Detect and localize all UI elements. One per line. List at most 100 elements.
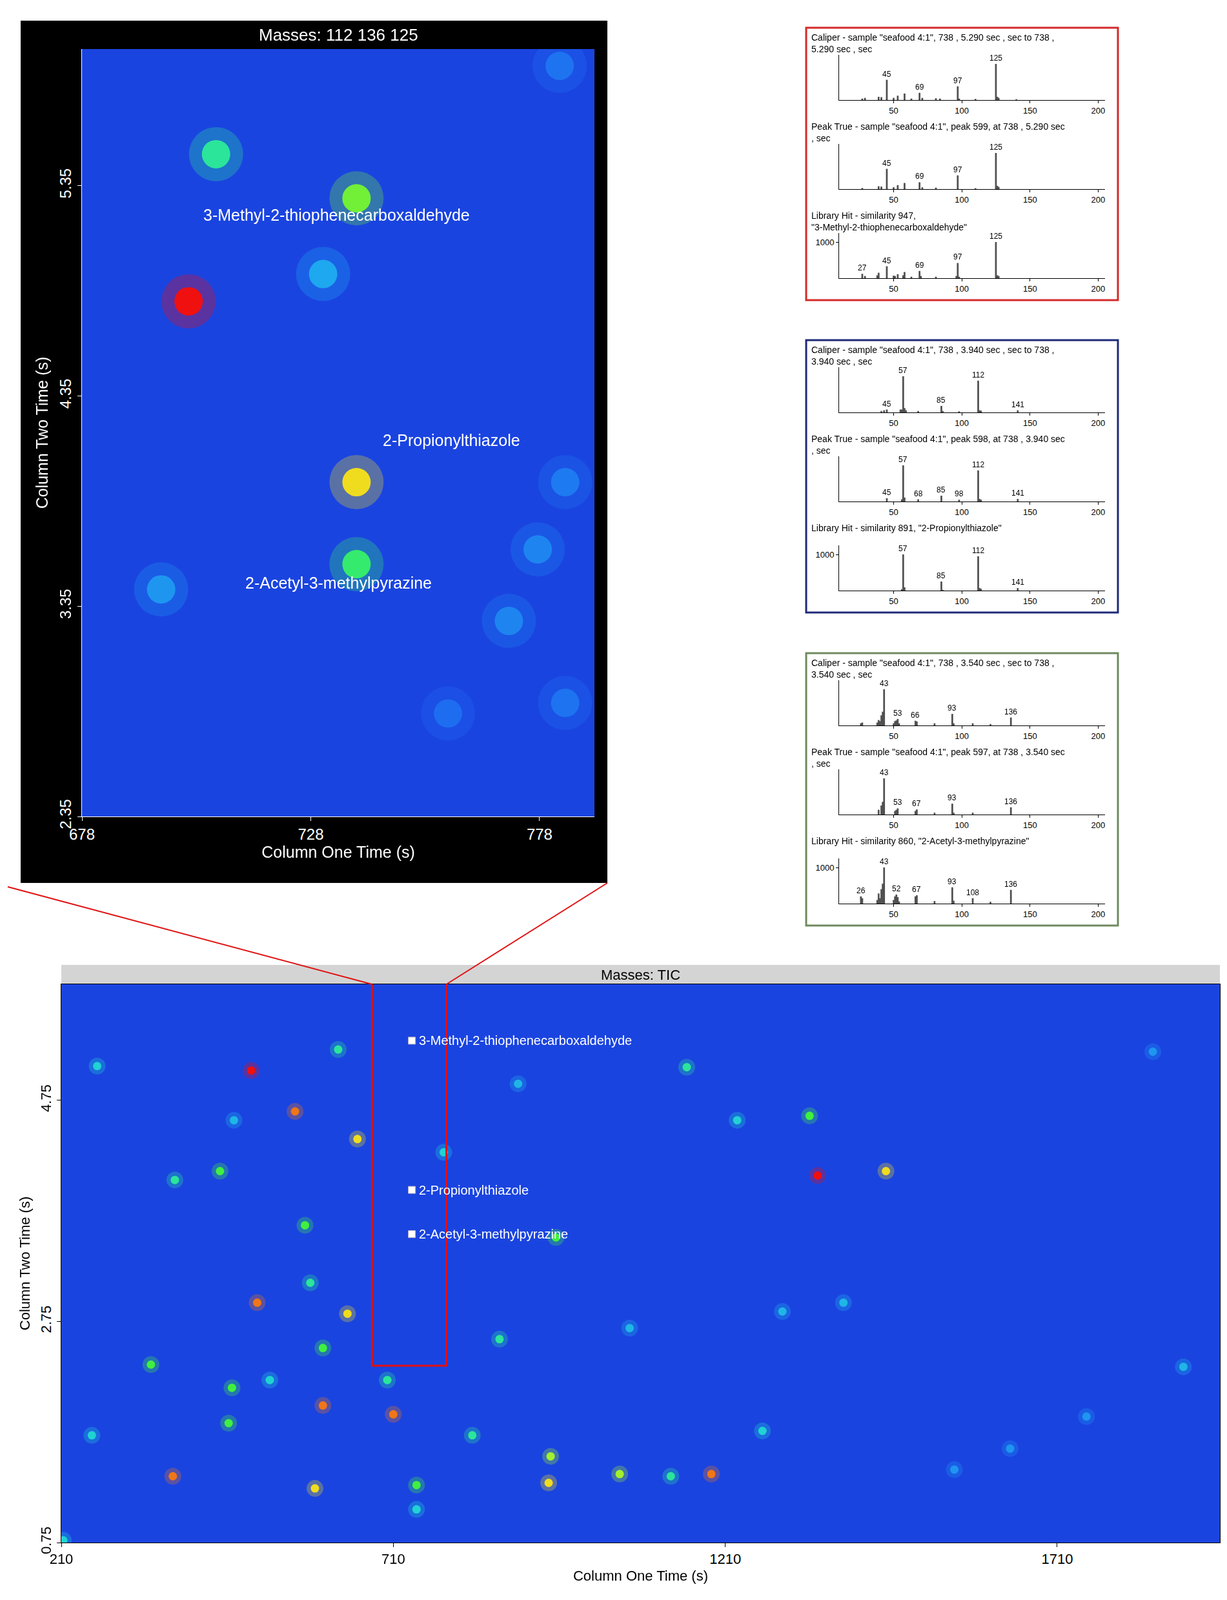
svg-text:97: 97 [953,165,963,175]
svg-text:43: 43 [879,768,889,778]
svg-text:2-Acetyl-3-methylpyrazine: 2-Acetyl-3-methylpyrazine [418,1227,568,1242]
svg-text:125: 125 [989,142,1003,152]
svg-text:Column One Time (s): Column One Time (s) [573,1567,709,1584]
svg-text:200: 200 [1091,596,1106,607]
svg-text:85: 85 [936,485,946,495]
svg-text:Column One Time (s): Column One Time (s) [261,842,416,862]
svg-text:3-Methyl-2-thiophenecarboxalde: 3-Methyl-2-thiophenecarboxaldehyde [203,205,470,224]
svg-text:2-Propionylthiazole: 2-Propionylthiazole [418,1183,529,1198]
svg-text:1000: 1000 [815,862,834,873]
svg-text:2.75: 2.75 [38,1305,55,1334]
svg-text:150: 150 [1023,418,1038,428]
svg-text:45: 45 [882,399,892,409]
svg-text:43: 43 [879,857,889,867]
svg-text:50: 50 [888,507,898,518]
svg-text:45: 45 [882,158,892,168]
svg-text:108: 108 [966,888,980,898]
svg-text:85: 85 [936,395,946,405]
svg-text:50: 50 [888,596,898,607]
svg-text:53: 53 [893,708,903,718]
svg-text:136: 136 [1004,707,1018,717]
svg-text:50: 50 [888,283,898,294]
svg-text:68: 68 [913,489,923,499]
svg-text:57: 57 [898,365,908,376]
svg-text:1000: 1000 [815,237,834,248]
svg-text:26: 26 [856,886,866,896]
svg-text:Peak True - sample "seafood 4:: Peak True - sample "seafood 4:1", peak 5… [811,433,1065,456]
svg-text:3.35: 3.35 [56,588,75,619]
svg-text:100: 100 [954,418,969,428]
svg-text:50: 50 [888,418,898,428]
svg-text:141: 141 [1011,400,1025,410]
svg-text:100: 100 [954,731,969,741]
svg-text:69: 69 [915,260,925,270]
svg-text:66: 66 [910,710,920,720]
svg-text:50: 50 [888,194,898,205]
svg-text:50: 50 [888,820,898,831]
svg-text:4.35: 4.35 [56,378,75,410]
svg-text:67: 67 [912,799,922,809]
svg-text:Masses: 112 136 125: Masses: 112 136 125 [258,25,419,45]
svg-text:67: 67 [912,884,922,894]
svg-text:100: 100 [954,283,969,294]
svg-text:1210: 1210 [709,1551,741,1568]
svg-text:43: 43 [879,679,889,689]
svg-text:150: 150 [1023,194,1038,205]
svg-text:69: 69 [915,171,925,181]
svg-text:97: 97 [953,252,963,262]
svg-text:112: 112 [972,370,985,380]
svg-text:97: 97 [953,76,963,86]
svg-text:150: 150 [1023,909,1038,920]
svg-text:100: 100 [954,596,969,607]
svg-text:141: 141 [1011,577,1025,587]
svg-text:69: 69 [915,82,925,92]
svg-text:200: 200 [1091,418,1106,428]
svg-text:45: 45 [882,256,892,266]
svg-text:45: 45 [882,487,892,497]
svg-text:98: 98 [954,489,964,499]
svg-text:778: 778 [526,825,553,843]
svg-text:Column Two Time (s): Column Two Time (s) [32,356,51,510]
svg-text:Library Hit - similarity 947,": Library Hit - similarity 947,"3-Methyl-2… [811,210,967,233]
svg-text:100: 100 [954,105,969,116]
svg-text:2-Acetyl-3-methylpyrazine: 2-Acetyl-3-methylpyrazine [245,573,432,592]
svg-text:45: 45 [882,69,892,79]
svg-text:Library Hit - similarity 860,: Library Hit - similarity 860, "2-Acetyl-… [811,835,1030,847]
svg-text:Peak True - sample "seafood 4:: Peak True - sample "seafood 4:1", peak 5… [811,121,1065,144]
svg-text:710: 710 [381,1551,406,1568]
svg-text:57: 57 [898,455,908,465]
svg-text:150: 150 [1023,507,1038,518]
svg-text:150: 150 [1023,283,1038,294]
svg-text:200: 200 [1091,105,1106,116]
svg-text:27: 27 [857,263,867,273]
svg-text:136: 136 [1004,879,1018,889]
svg-text:53: 53 [893,797,903,807]
svg-text:200: 200 [1091,507,1106,518]
svg-text:112: 112 [972,460,985,470]
svg-text:3-Methyl-2-thiophenecarboxalde: 3-Methyl-2-thiophenecarboxaldehyde [418,1033,632,1048]
svg-text:678: 678 [69,825,95,843]
svg-text:100: 100 [954,194,969,205]
svg-text:2-Propionylthiazole: 2-Propionylthiazole [382,431,521,450]
svg-text:728: 728 [297,825,324,843]
svg-text:150: 150 [1023,596,1038,607]
svg-text:Peak True - sample "seafood 4:: Peak True - sample "seafood 4:1", peak 5… [811,746,1065,769]
svg-text:4.75: 4.75 [38,1084,55,1113]
svg-text:150: 150 [1023,820,1038,831]
svg-text:100: 100 [954,507,969,518]
svg-text:93: 93 [947,877,957,887]
svg-text:1000: 1000 [815,549,834,560]
svg-text:150: 150 [1023,105,1038,116]
svg-text:50: 50 [888,909,898,920]
svg-text:Library Hit - similarity 891,: Library Hit - similarity 891, "2-Propion… [811,522,1002,534]
svg-text:93: 93 [947,703,957,713]
svg-text:1710: 1710 [1041,1551,1074,1568]
svg-text:Caliper - sample "seafood 4:1": Caliper - sample "seafood 4:1", 738 , 5.… [811,32,1055,55]
svg-text:200: 200 [1091,820,1106,831]
svg-text:150: 150 [1023,731,1038,741]
svg-text:141: 141 [1011,488,1025,498]
svg-text:136: 136 [1004,797,1018,807]
svg-text:5.35: 5.35 [56,168,75,199]
svg-text:57: 57 [898,544,908,554]
svg-text:2.35: 2.35 [56,799,75,830]
